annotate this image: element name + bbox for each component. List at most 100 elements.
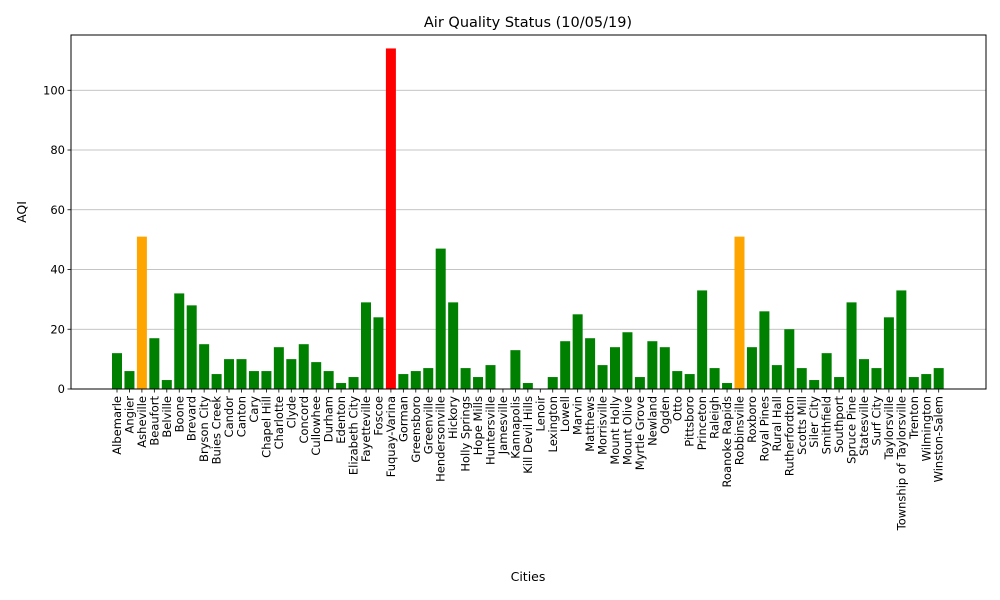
y-tick-label: 20: [50, 322, 65, 336]
x-tick-label: Siler City: [807, 396, 821, 448]
x-tick-label: Cullowhee: [309, 396, 323, 456]
bar: [448, 302, 459, 389]
bar: [784, 329, 795, 389]
bar: [373, 317, 384, 389]
x-tick-label: Holly Springs: [459, 396, 473, 472]
x-tick-label: Myrtle Grove: [633, 396, 647, 470]
x-tick-label: Kill Devil Hills: [521, 396, 535, 474]
x-tick-label: Hickory: [446, 396, 460, 439]
bar: [809, 380, 820, 389]
x-tick-label: Scotts Mill: [795, 396, 809, 455]
bar: [896, 290, 907, 389]
y-tick-label: 0: [58, 382, 65, 396]
x-tick-label: Surf City: [869, 396, 883, 446]
x-tick-label: Township of Taylorsville: [894, 396, 908, 531]
bar: [136, 236, 147, 389]
x-tick-label: Buies Creek: [210, 396, 224, 465]
x-tick-label: Fuquay-Varina: [384, 396, 398, 477]
bar: [771, 365, 782, 389]
x-tick-label: Morrisville: [596, 396, 610, 455]
x-tick-label: Fayetteville: [359, 396, 373, 462]
bar: [385, 48, 396, 389]
x-tick-label: Raleigh: [708, 396, 722, 439]
bar: [398, 374, 409, 389]
x-tick-label: Asheville: [135, 396, 149, 448]
x-tick-label: Wilmington: [919, 396, 933, 461]
x-tick-label: Candor: [222, 396, 236, 438]
bar: [286, 359, 297, 389]
bar: [697, 290, 708, 389]
x-tick-label: Rutherfordton: [782, 396, 796, 476]
x-axis: AlbemarleAngierAshevilleBeaufortBelville…: [110, 389, 946, 531]
bar: [522, 383, 533, 389]
x-tick-label: Belville: [160, 396, 174, 438]
x-tick-label: Durham: [322, 396, 336, 442]
x-tick-label: Brevard: [185, 396, 199, 441]
bar: [796, 368, 807, 389]
plot-frame: [70, 34, 987, 390]
x-tick-label: Taylorsville: [882, 396, 896, 460]
bar: [124, 371, 135, 389]
x-tick-label: Hope Mills: [471, 396, 485, 455]
x-tick-label: Smithfield: [820, 396, 834, 454]
x-tick-label: Roxboro: [745, 396, 759, 443]
bar: [734, 236, 745, 389]
x-tick-label: Roanoke Rapids: [720, 396, 734, 487]
bar: [547, 377, 558, 389]
bar: [634, 377, 645, 389]
bar: [199, 344, 210, 389]
bar: [846, 302, 857, 389]
x-tick-label: Angier: [122, 396, 136, 434]
x-tick-label: Cary: [247, 396, 261, 423]
bar: [248, 371, 259, 389]
x-tick-label: Ogden: [658, 396, 672, 434]
bar: [622, 332, 633, 389]
x-tick-label: Jamesville: [496, 396, 510, 455]
y-axis: 0 20 40 60 80 100: [43, 83, 71, 396]
bar: [423, 368, 434, 389]
bar: [672, 371, 683, 389]
bar: [273, 347, 284, 389]
bar: [460, 368, 471, 389]
x-tick-label: Winston-Salem: [932, 396, 946, 482]
grid-lines: [71, 89, 986, 330]
x-tick-label: Statesville: [857, 396, 871, 456]
x-tick-label: Gorman: [396, 396, 410, 442]
x-tick-label: Hendersonville: [434, 396, 448, 482]
chart-title: Air Quality Status (10/05/19): [424, 15, 632, 31]
x-tick-label: Greenville: [421, 396, 435, 454]
bar: [161, 380, 172, 389]
bar: [883, 317, 894, 389]
bar: [224, 359, 235, 389]
x-tick-label: Matthews: [583, 396, 597, 452]
x-tick-label: Canton: [235, 396, 249, 437]
x-tick-label: Kannapolis: [508, 396, 522, 459]
bar: [908, 377, 919, 389]
x-tick-label: Trenton: [907, 396, 921, 440]
y-tick-label: 60: [50, 203, 65, 217]
bar: [149, 338, 160, 389]
bar: [485, 365, 496, 389]
bars: [112, 48, 944, 389]
bar: [859, 359, 869, 389]
y-axis-label: AQI: [14, 201, 29, 223]
bar: [722, 383, 733, 389]
x-tick-label: Chapel Hill: [259, 396, 273, 458]
bar: [298, 344, 309, 389]
bar: [821, 353, 832, 389]
bar: [361, 302, 371, 389]
bar: [473, 377, 484, 389]
x-tick-label: Foscoe: [371, 396, 385, 436]
x-tick-label: Boone: [172, 396, 186, 432]
bar: [610, 347, 620, 389]
x-tick-label: Mount Holly: [608, 396, 622, 465]
x-tick-label: Pittsboro: [683, 396, 697, 447]
x-axis-label: Cities: [511, 569, 546, 584]
bar: [186, 305, 197, 389]
x-tick-label: Southport: [832, 396, 846, 453]
x-tick-label: Spruce Pine: [845, 396, 859, 464]
x-tick-label: Lexington: [546, 396, 560, 453]
x-tick-label: Elizabeth City: [347, 396, 361, 475]
bar: [510, 350, 521, 389]
x-tick-label: Otto: [670, 396, 684, 421]
